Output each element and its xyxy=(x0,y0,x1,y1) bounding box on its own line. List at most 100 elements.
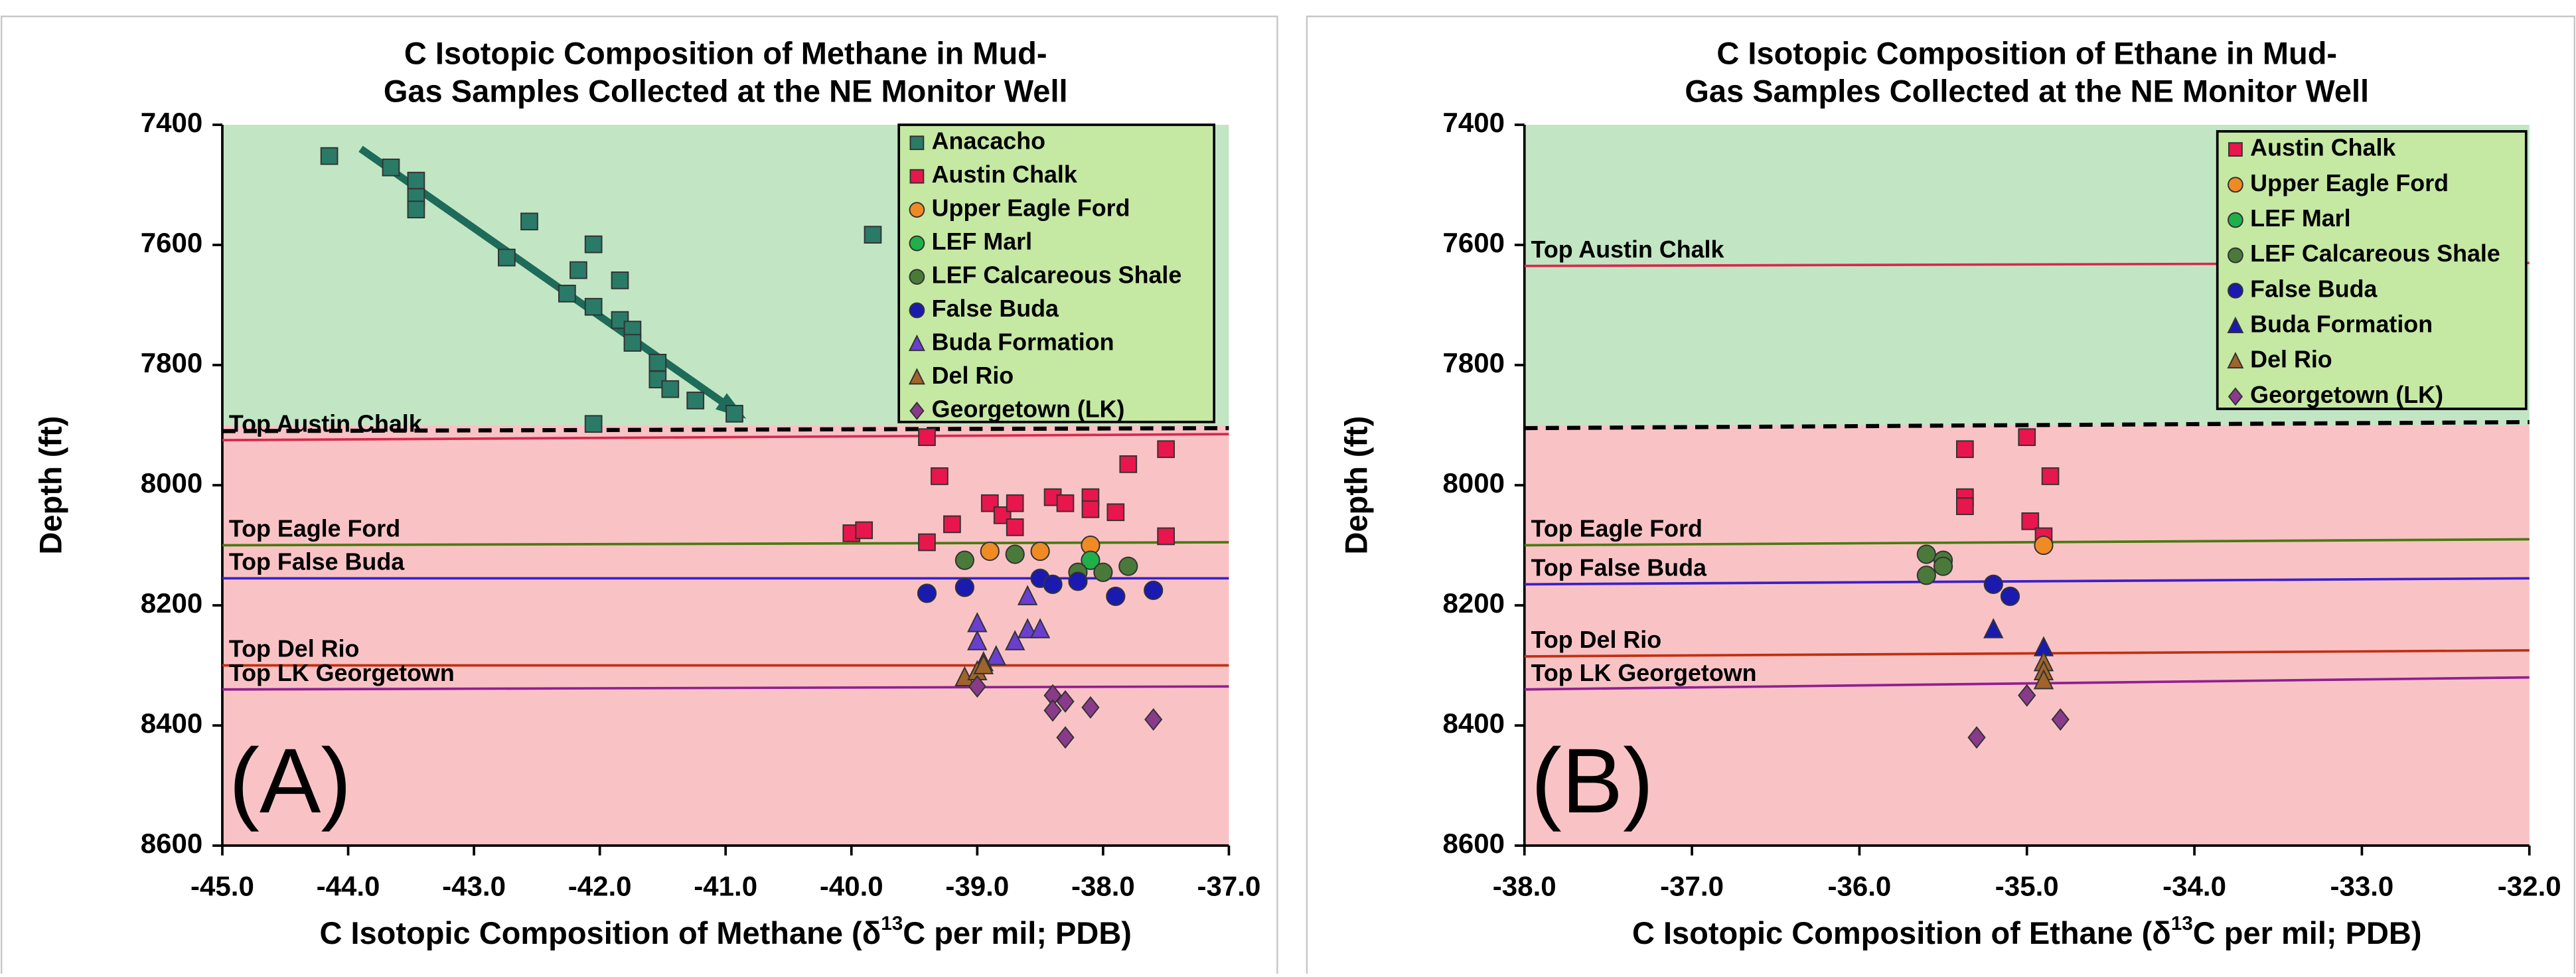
chart-title: C Isotopic Composition of Ethane in Mud- xyxy=(1716,36,2337,71)
marker xyxy=(2021,512,2040,530)
marker xyxy=(1081,500,1100,518)
formation-line xyxy=(222,685,1229,691)
marker xyxy=(2000,586,2020,607)
boundary-line xyxy=(1524,419,2530,431)
marker xyxy=(520,212,538,231)
marker xyxy=(2228,212,2243,228)
x-tick-label: -45.0 xyxy=(190,870,254,901)
x-axis-label-part: C Isotopic Composition of Methane (δ xyxy=(319,916,881,951)
marker xyxy=(2228,387,2243,406)
boundary-line xyxy=(222,425,1229,433)
y-tick-label: 8200 xyxy=(141,587,203,619)
marker xyxy=(864,226,882,244)
marker xyxy=(2228,142,2243,157)
marker xyxy=(584,297,603,316)
legend-label: LEF Marl xyxy=(2250,205,2350,232)
marker xyxy=(1916,544,1936,564)
formation-label: Top False Buda xyxy=(229,549,405,575)
formation-line xyxy=(1524,538,2530,547)
x-axis-label-part: C Isotopic Composition of Ethane (δ xyxy=(1632,916,2171,951)
x-axis-label: C Isotopic Composition of Ethane (δ13C p… xyxy=(1632,913,2422,950)
marker xyxy=(931,467,948,485)
chart-title: Gas Samples Collected at the NE Monitor … xyxy=(1685,73,2369,108)
marker xyxy=(725,404,743,423)
x-tick-label: -34.0 xyxy=(2162,870,2226,901)
marker xyxy=(686,392,705,410)
marker xyxy=(1106,503,1125,522)
x-tick-label: -40.0 xyxy=(820,870,883,901)
marker xyxy=(2227,316,2244,333)
legend-label: LEF Calcareous Shale xyxy=(2250,240,2500,267)
panel-frame xyxy=(0,15,1278,977)
panel-label: (B) xyxy=(1531,730,1654,832)
legend-label: Del Rio xyxy=(932,362,1014,389)
x-tick-label: -44.0 xyxy=(317,870,380,901)
marker xyxy=(407,200,425,218)
marker xyxy=(1144,708,1163,731)
formation-label: Top LK Georgetown xyxy=(1531,660,1757,686)
marker xyxy=(954,550,974,570)
marker xyxy=(1983,574,2003,594)
marker xyxy=(967,630,988,650)
marker xyxy=(1081,550,1100,570)
marker xyxy=(909,302,925,319)
x-tick-label: -38.0 xyxy=(1493,870,1556,901)
marker xyxy=(2041,467,2060,485)
legend-label: Anacacho xyxy=(932,128,1045,155)
y-tick-label: 8600 xyxy=(141,828,203,859)
marker xyxy=(1017,585,1038,605)
marker xyxy=(1068,571,1088,591)
marker xyxy=(908,334,925,351)
marker xyxy=(909,269,925,285)
y-tick-label: 7800 xyxy=(141,347,203,378)
legend-label: Austin Chalk xyxy=(2250,135,2395,161)
region xyxy=(1524,425,2530,846)
marker xyxy=(1144,580,1164,601)
marker xyxy=(1983,618,2004,639)
marker xyxy=(1916,565,1936,585)
marker xyxy=(909,202,925,218)
x-axis-label-part: 13 xyxy=(2171,913,2193,935)
marker xyxy=(909,135,925,151)
marker xyxy=(2228,177,2243,193)
marker xyxy=(1056,494,1075,512)
formation-label: Top Del Rio xyxy=(229,636,360,662)
chart-title: C Isotopic Composition of Methane in Mud… xyxy=(404,36,1047,71)
marker xyxy=(917,583,937,603)
legend-label: False Buda xyxy=(2250,275,2378,302)
marker xyxy=(2018,428,2036,446)
marker xyxy=(1093,562,1113,582)
marker xyxy=(968,675,986,698)
marker xyxy=(1006,494,1024,512)
marker xyxy=(909,402,925,420)
y-tick-label: 7400 xyxy=(1443,107,1505,138)
x-tick-label: -33.0 xyxy=(2330,870,2393,901)
marker xyxy=(909,169,925,184)
marker xyxy=(2227,352,2244,369)
y-tick-label: 8400 xyxy=(1443,708,1505,739)
x-tick-label: -32.0 xyxy=(2498,870,2561,901)
marker xyxy=(1157,440,1175,459)
marker xyxy=(954,577,974,597)
marker xyxy=(623,334,642,352)
marker xyxy=(943,515,961,534)
formation-label: Top Austin Chalk xyxy=(1531,236,1724,263)
marker xyxy=(320,147,339,165)
formation-line xyxy=(1524,676,2530,691)
formation-label: Top False Buda xyxy=(1531,555,1707,581)
y-tick-label: 8000 xyxy=(141,467,203,498)
formation-line xyxy=(222,541,1229,547)
legend-label: Upper Eagle Ford xyxy=(2250,170,2449,196)
marker xyxy=(2051,708,2070,731)
marker xyxy=(2018,684,2036,707)
marker xyxy=(661,380,680,398)
marker xyxy=(611,271,629,289)
marker xyxy=(2228,282,2243,299)
legend-box xyxy=(2216,130,2528,410)
marker xyxy=(648,354,667,372)
marker xyxy=(1056,690,1075,713)
marker xyxy=(569,261,587,279)
legend-label: Del Rio xyxy=(2250,346,2332,373)
legend-label: Georgetown (LK) xyxy=(2250,382,2443,408)
